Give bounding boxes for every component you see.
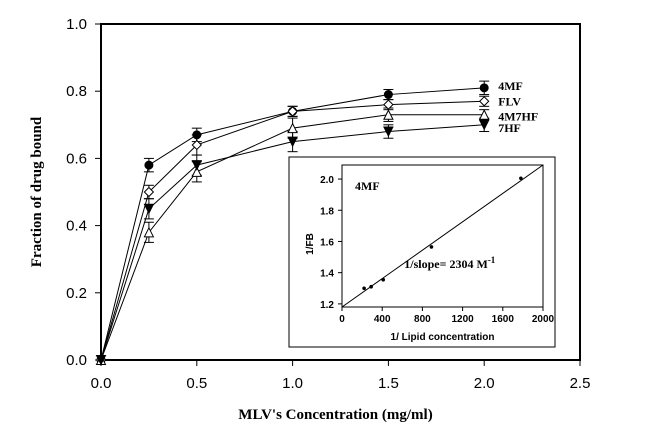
data-point-7hf [191, 160, 203, 171]
y-tick-label: 0.4 [66, 218, 87, 235]
slope-annotation-superscript: -1 [488, 255, 496, 265]
data-point-4mf [144, 160, 154, 170]
y-tick-label: 0.6 [66, 150, 87, 167]
data-point-flv [143, 186, 155, 198]
inset-data-point [381, 277, 386, 282]
series-line-flv [100, 100, 485, 361]
x-tick-label: 0.0 [91, 375, 112, 392]
inset-y-tick-label: 1.6 [320, 237, 334, 248]
data-point-4m7hf [383, 109, 394, 120]
legend-label-flv: FLV [498, 94, 521, 108]
inset-y-tick-label: 2.0 [320, 175, 334, 186]
inset-y-axis-label: 1/FB [305, 233, 316, 255]
x-tick-label: 2.5 [570, 375, 591, 392]
y-axis-label: Fraction of drug bound [29, 116, 45, 267]
inset-data-point [519, 176, 523, 181]
x-tick-label: 1.5 [378, 375, 399, 392]
data-point-4mf [479, 83, 489, 93]
inset-x-tick-label: 400 [374, 314, 391, 325]
x-tick-label: 1.0 [282, 375, 303, 392]
x-tick-label: 0.5 [186, 375, 207, 392]
main-plot: 0.0 0.5 1.0 1.5 2.0 2.5 0.0 0.2 0.4 0.6 0.8 1.0 MLV'… [29, 16, 590, 423]
data-point-7hf [95, 355, 107, 366]
data-point-7hf [143, 203, 155, 215]
inset-x-tick-label: 0 [339, 314, 345, 325]
data-point-7hf [383, 126, 394, 138]
x-axis-label: MLV's Concentration (mg/ml) [238, 407, 432, 423]
series-line-4mf [100, 87, 485, 361]
inset-x-tick-label: 2000 [532, 314, 555, 325]
inset-title: 4MF [355, 179, 380, 193]
x-tick-label: 2.0 [474, 375, 495, 392]
data-point-4m7hf [191, 166, 203, 177]
slope-annotation: 1/slope= 2304 M-1 [404, 255, 496, 271]
inset-y-tick-label: 1.4 [320, 269, 334, 280]
inset-data-point [429, 245, 434, 249]
legend-label-4m7hf: 4M7HF [498, 110, 538, 124]
y-tick-label: 1.0 [66, 16, 87, 33]
y-tick-label: 0.0 [66, 352, 87, 369]
y-tick-label: 0.2 [66, 285, 87, 302]
series-line-4m7hf [100, 114, 485, 361]
data-point-flv [191, 139, 203, 151]
legend-label-4mf: 4MF [498, 79, 523, 93]
data-point-4m7hf [478, 109, 490, 120]
data-point-4m7hf [287, 122, 298, 134]
data-point-4mf [383, 90, 393, 100]
inset-data-point [362, 286, 366, 291]
data-point-4m7hf [143, 226, 155, 238]
inset-x-axis-label: 1/ Lipid concentration [391, 332, 495, 343]
inset-data-point [369, 284, 373, 289]
inset-plot-frame [341, 164, 544, 308]
legend-label-7hf: 7HF [498, 121, 521, 135]
y-tick-label: 0.8 [66, 83, 87, 100]
data-point-flv [478, 96, 490, 107]
data-point-7hf [478, 119, 490, 131]
inset-x-tick-label: 1600 [492, 314, 515, 325]
inset-x-tick-label: 800 [414, 314, 431, 325]
inset-frame [288, 156, 556, 348]
data-point-7hf [287, 136, 298, 148]
slope-annotation-text: 1/slope= 2304 M [404, 257, 488, 271]
series-line-7hf [100, 124, 485, 361]
inset-x-tick-label: 1200 [451, 314, 474, 325]
inset-y-tick-label: 1.2 [320, 300, 334, 311]
inset-fit-line [341, 164, 544, 308]
inset-plot: 0 400 800 1200 1600 2000 1.2 1.4 1.6 1.8 2.0 1/ Lip… [288, 156, 556, 348]
data-point-4mf [192, 130, 202, 140]
data-point-flv [287, 106, 298, 117]
inset-y-tick-label: 1.8 [320, 206, 334, 217]
plot-frame [100, 23, 581, 361]
